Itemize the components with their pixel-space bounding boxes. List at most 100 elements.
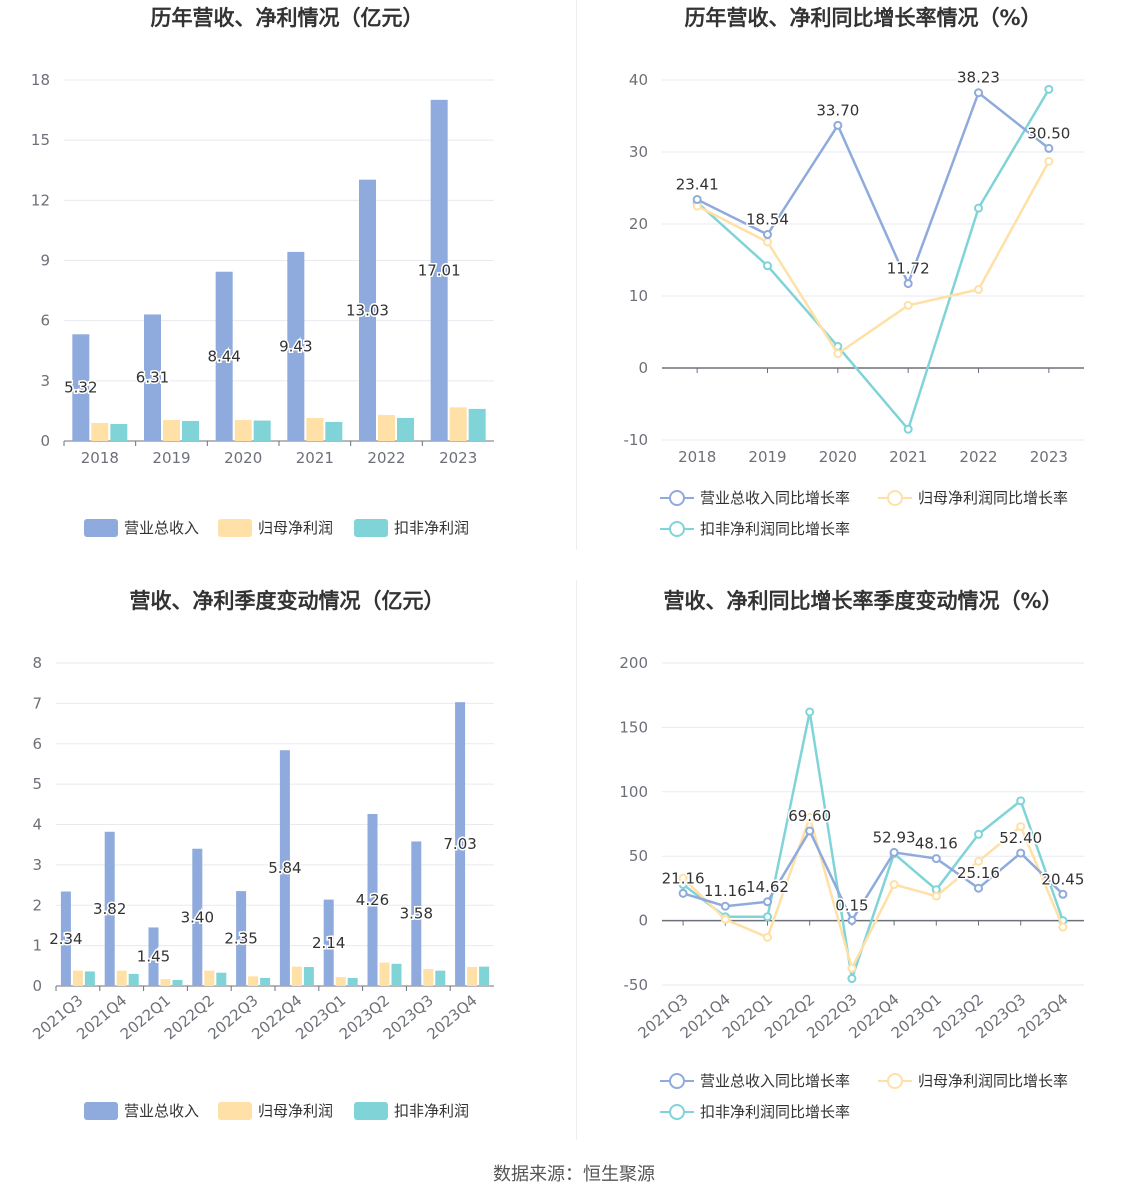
bar-deducted-profit <box>110 423 128 441</box>
series-point <box>847 915 857 925</box>
series-point <box>847 963 857 973</box>
series-point <box>903 300 913 310</box>
series-point <box>1016 848 1026 858</box>
revenue-growth-data-label: 20.45 <box>1041 870 1084 888</box>
y-tick-label: 2 <box>32 896 42 914</box>
bottom-divider <box>576 580 577 1140</box>
y-tick-label: 6 <box>40 312 50 330</box>
bar-revenue <box>359 179 376 441</box>
chart-svg: 营收、净利季度变动情况（亿元）0123456782021Q32021Q42022… <box>29 589 494 1120</box>
series-point <box>974 88 983 98</box>
y-tick-label: 8 <box>32 654 42 672</box>
x-tick-label: 2021 <box>889 448 927 466</box>
y-tick-label: 6 <box>32 735 42 753</box>
legend-marker-swatch <box>669 490 685 506</box>
series-point <box>720 901 730 911</box>
series-point <box>678 873 688 883</box>
x-tick-label: 2023 <box>439 449 477 467</box>
revenue-data-label: 9.43 <box>279 337 312 355</box>
bar-deducted-profit <box>260 977 271 986</box>
bar-parent-profit <box>449 407 467 441</box>
series-point <box>847 974 857 984</box>
legend-marker-swatch <box>669 1073 685 1089</box>
chart-title: 历年营收、净利同比增长率情况（%） <box>684 6 1041 30</box>
revenue-data-label: 5.32 <box>64 379 97 397</box>
y-tick-label: -10 <box>624 431 649 449</box>
bar-parent-profit <box>379 962 390 986</box>
x-tick-label: 2019 <box>748 448 786 466</box>
bar-revenue <box>192 848 203 986</box>
legend-label: 归母净利润同比增长率 <box>918 1072 1068 1090</box>
legend-label: 归母净利润 <box>258 1102 333 1120</box>
legend-bar-swatch <box>354 519 388 537</box>
x-tick-label: 2018 <box>678 448 716 466</box>
revenue-growth-data-label: 11.16 <box>704 882 747 900</box>
y-tick-label: 200 <box>619 654 648 672</box>
revenue-data-label: 6.31 <box>136 369 169 387</box>
bar-revenue <box>144 314 161 441</box>
revenue-growth-data-label: 25.16 <box>957 864 1000 882</box>
y-tick-label: 150 <box>619 718 648 736</box>
legend-label: 扣非净利润 <box>394 1102 469 1120</box>
chart-title: 营收、净利同比增长率季度变动情况（%） <box>663 589 1062 613</box>
bar-parent-profit <box>248 976 259 986</box>
legend-marker-swatch <box>669 521 685 537</box>
legend-bar-swatch <box>84 1102 118 1120</box>
bar-parent-profit <box>204 970 215 986</box>
series-point <box>974 856 983 866</box>
legend-label: 扣非净利润同比增长率 <box>700 1103 850 1121</box>
y-tick-label: 3 <box>40 372 50 390</box>
bar-parent-profit <box>72 970 83 986</box>
series-point <box>1016 822 1026 832</box>
revenue-growth-data-label: 18.54 <box>746 211 789 229</box>
legend-label: 营业总收入同比增长率 <box>700 489 850 507</box>
series-point <box>1044 84 1054 94</box>
x-tick-label: 2022 <box>367 449 405 467</box>
y-tick-label: 15 <box>31 131 50 149</box>
y-tick-label: 50 <box>629 847 648 865</box>
revenue-growth-data-label: 21.16 <box>662 869 705 887</box>
revenue-growth-data-label: 14.62 <box>746 878 789 896</box>
bar-deducted-profit <box>479 966 490 986</box>
legend-label: 扣非净利润同比增长率 <box>700 520 850 538</box>
series-point <box>1058 922 1068 932</box>
x-tick-label: 2022 <box>959 448 997 466</box>
series-point <box>805 826 815 836</box>
series-point <box>974 829 983 839</box>
y-tick-label: 0 <box>638 912 648 930</box>
legend-label: 扣非净利润 <box>394 519 469 537</box>
series-point <box>805 707 815 717</box>
revenue-growth-data-label: 0.15 <box>835 896 868 914</box>
legend-marker-swatch <box>669 1104 685 1120</box>
bar-revenue <box>430 99 448 441</box>
series-point <box>678 888 688 898</box>
bar-revenue <box>104 831 115 986</box>
series-line <box>696 88 1050 432</box>
quarterly-revenue-profit-chart: 营收、净利季度变动情况（亿元） 0 1 2 3 4 5 6 7 8 2021Q3 2021Q4 2022… <box>0 580 574 1150</box>
y-tick-label: 40 <box>629 71 648 89</box>
series-point <box>931 891 941 901</box>
series-point <box>763 230 772 240</box>
y-tick-label: 10 <box>629 287 648 305</box>
series-point <box>763 932 772 942</box>
revenue-growth-data-label: 52.93 <box>873 828 916 846</box>
y-tick-label: 100 <box>619 783 648 801</box>
revenue-growth-data-label: 48.16 <box>915 835 958 853</box>
series-point <box>974 285 983 295</box>
revenue-growth-data-label: 23.41 <box>676 175 719 193</box>
revenue-data-label: 4.26 <box>356 891 389 909</box>
y-tick-label: 12 <box>31 191 50 209</box>
y-tick-label: 5 <box>32 775 42 793</box>
legend-marker-swatch <box>887 1073 903 1089</box>
series-point <box>805 813 815 823</box>
y-tick-label: 20 <box>629 215 648 233</box>
series-point <box>931 854 941 864</box>
revenue-data-label: 1.45 <box>137 948 170 966</box>
series-point <box>763 912 772 922</box>
legend-bar-swatch <box>84 519 118 537</box>
bar-revenue <box>279 750 290 986</box>
series-line <box>682 828 1064 924</box>
series-line <box>696 90 1050 287</box>
bar-deducted-profit <box>216 972 227 986</box>
x-tick-label: 2019 <box>152 449 190 467</box>
